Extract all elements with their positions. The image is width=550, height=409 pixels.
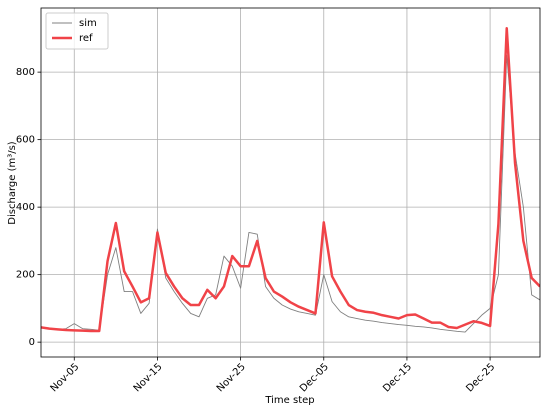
x-tick-label: Dec-05	[298, 361, 331, 394]
x-tick-label: Nov-15	[132, 361, 165, 394]
y-axis-label: Discharge (m³/s)	[7, 141, 18, 224]
y-tick-label: 400	[16, 202, 35, 213]
legend-label: sim	[79, 18, 97, 29]
x-tick-label: Nov-05	[49, 361, 82, 394]
y-tick-label: 600	[16, 135, 35, 146]
x-axis-label: Time step	[264, 395, 314, 406]
x-tick-label: Dec-25	[464, 361, 497, 394]
series-line	[41, 54, 540, 333]
legend-box	[45, 12, 109, 50]
y-tick-label: 200	[16, 270, 35, 281]
series-line	[41, 27, 540, 333]
plot-frame	[40, 7, 541, 358]
x-tick-label: Nov-25	[215, 361, 248, 394]
x-tick-label: Dec-15	[381, 361, 414, 394]
y-tick-label: 800	[16, 67, 35, 78]
y-tick-label: 0	[29, 337, 35, 348]
legend-label: ref	[79, 33, 93, 44]
